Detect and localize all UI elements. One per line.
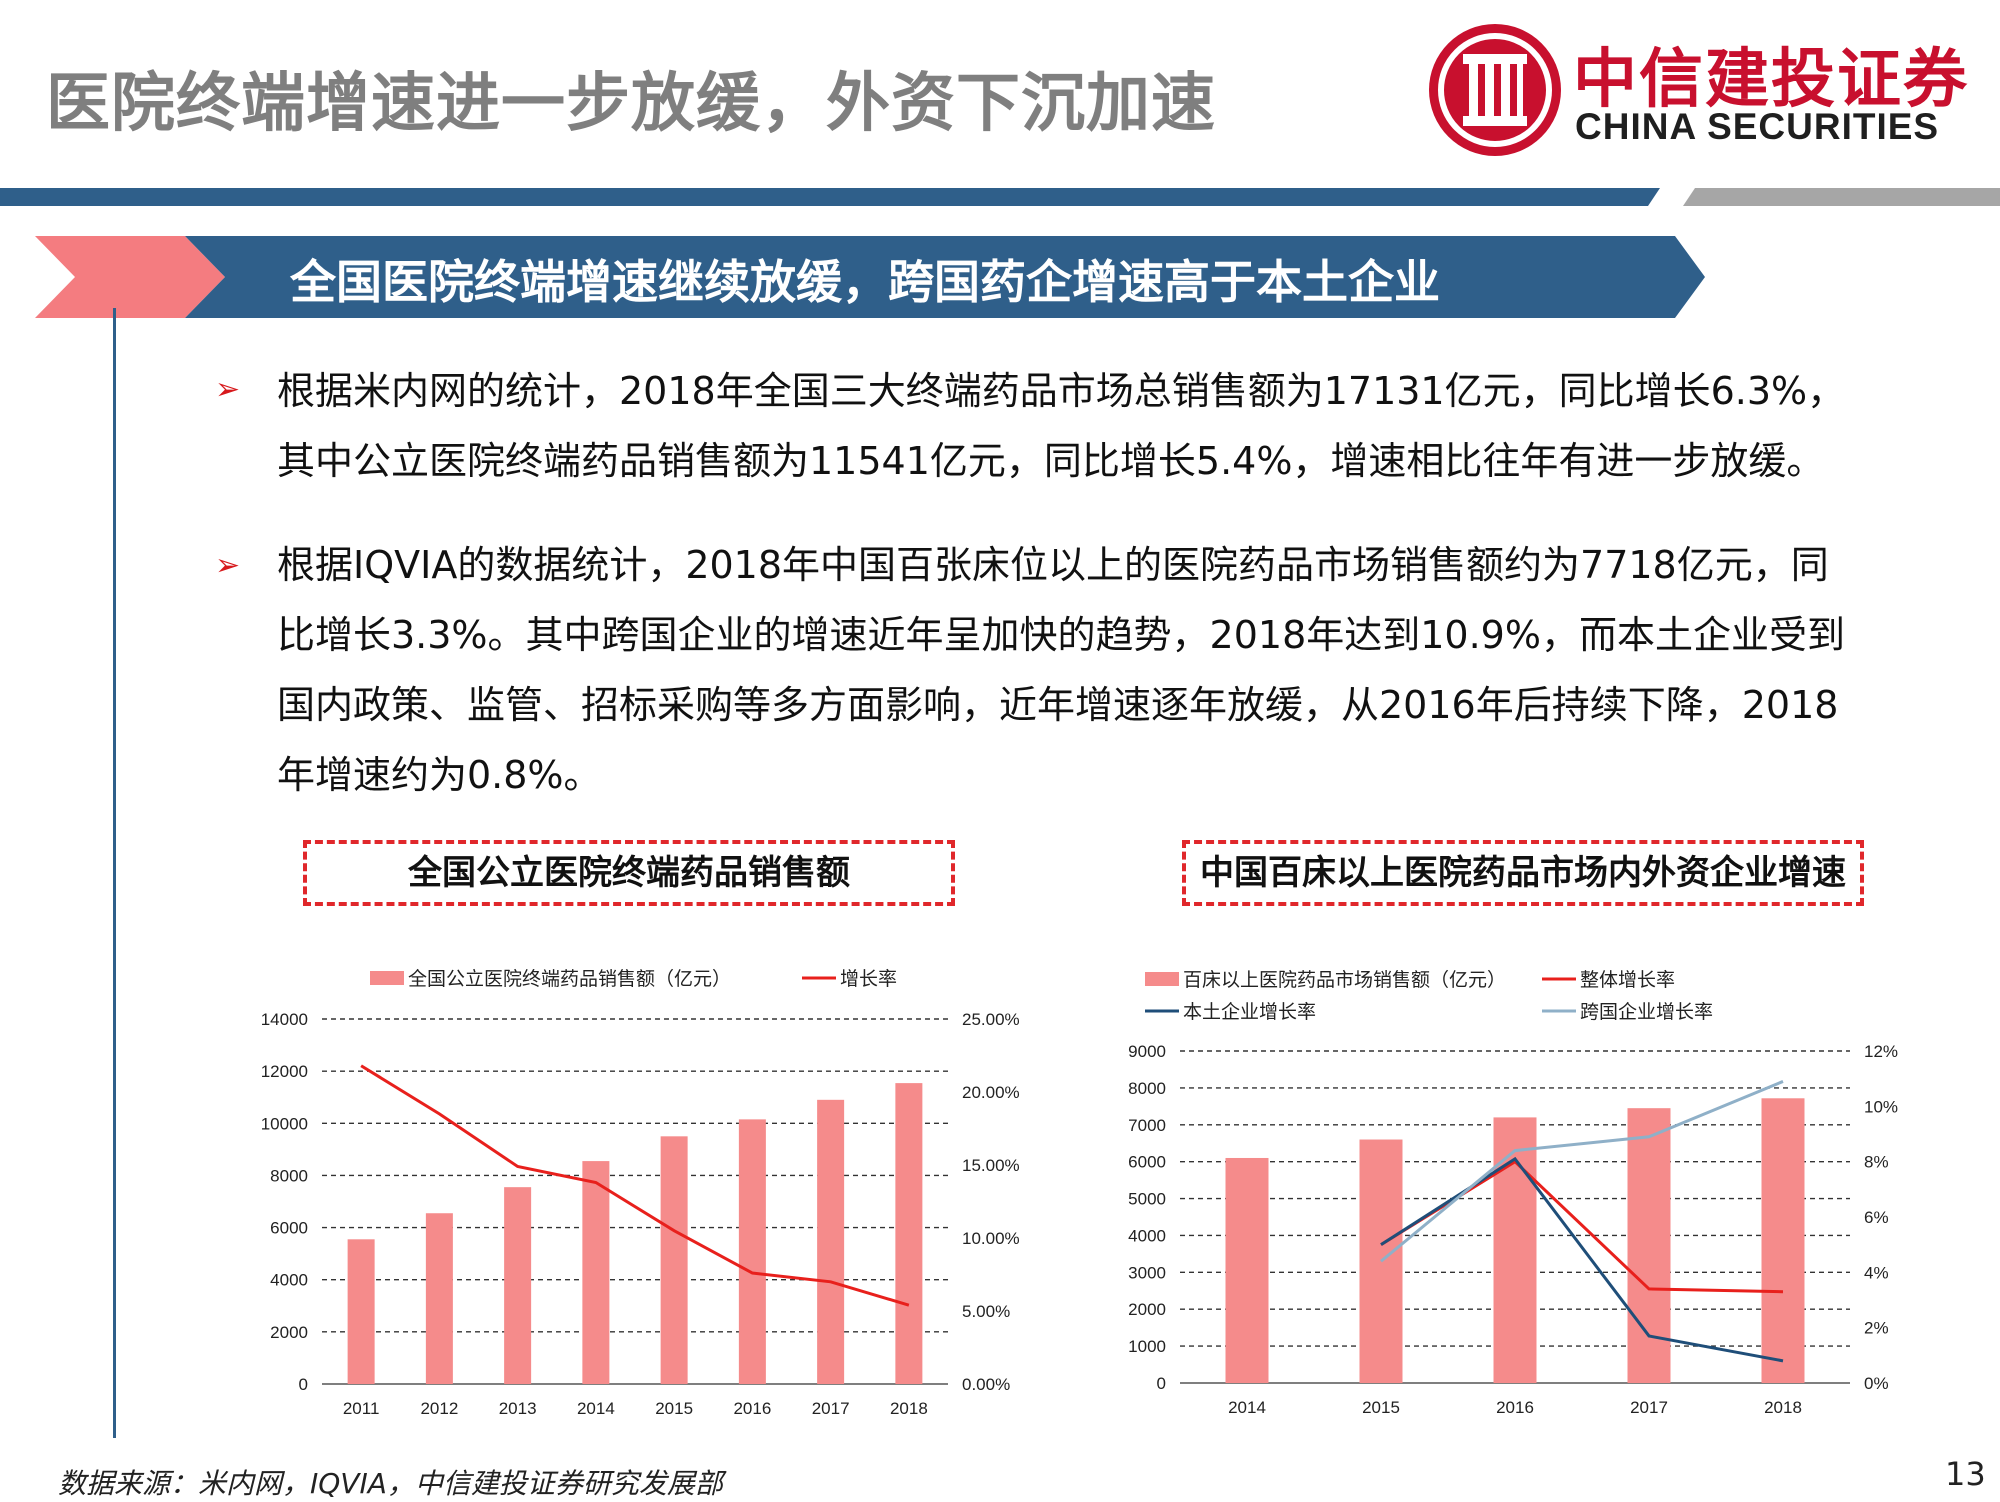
y-tick-label-right: 10.00% bbox=[962, 1229, 1020, 1248]
logo-chinese-name: 中信建投证券 bbox=[1573, 43, 1969, 117]
bar bbox=[347, 1239, 375, 1384]
bullet-paragraph: 根据米内网的统计，2018年全国三大终端药品市场总销售额为17131亿元，同比增… bbox=[277, 356, 1877, 496]
left-chart-title: 全国公立医院终端药品销售额 bbox=[303, 840, 955, 906]
paragraph-line: 其中公立医院终端药品销售额为11541亿元，同比增长5.4%，增速相比往年有进一… bbox=[277, 439, 1825, 483]
bullet-paragraph: 根据IQVIA的数据统计，2018年中国百张床位以上的医院药品市场销售额约为77… bbox=[277, 530, 1877, 810]
x-tick-label: 2011 bbox=[343, 1399, 380, 1418]
legend-label: 全国公立医院终端药品销售额（亿元） bbox=[408, 968, 731, 990]
y-tick-label-left: 2000 bbox=[1128, 1300, 1166, 1319]
left-sales-chart: 0 2000 4000 6000 8000 10000 12000 14000 0.00% 5.0… bbox=[261, 968, 1020, 1418]
x-tick-label: 2013 bbox=[499, 1399, 537, 1418]
y-tick-label-right: 4% bbox=[1864, 1263, 1889, 1282]
bar bbox=[895, 1083, 923, 1384]
bar bbox=[1627, 1108, 1671, 1383]
paragraph-line: 年增速约为0.8%。 bbox=[277, 753, 602, 797]
y-tick-label-left: 8000 bbox=[1128, 1079, 1166, 1098]
y-tick-label-left: 4000 bbox=[270, 1271, 308, 1290]
bar bbox=[738, 1119, 766, 1384]
y-tick-label-right: 0% bbox=[1864, 1374, 1889, 1393]
legend-label: 百床以上医院药品市场销售额（亿元） bbox=[1183, 969, 1506, 991]
y-tick-label-left: 7000 bbox=[1128, 1116, 1166, 1135]
y-tick-label-left: 1000 bbox=[1128, 1337, 1166, 1356]
legend-label: 跨国企业增长率 bbox=[1580, 1001, 1713, 1023]
series-line bbox=[1380, 1156, 1784, 1363]
left-accent-line bbox=[113, 308, 116, 1438]
y-tick-label-left: 6000 bbox=[1128, 1153, 1166, 1172]
y-tick-label-right: 20.00% bbox=[962, 1083, 1020, 1102]
paragraph-line: 根据米内网的统计，2018年全国三大终端药品市场总销售额为17131亿元，同比增… bbox=[277, 369, 1846, 413]
section-banner-text: 全国医院终端增速继续放缓，跨国药企增速高于本土企业 bbox=[290, 255, 1440, 309]
y-tick-label-left: 14000 bbox=[261, 1010, 308, 1029]
y-tick-label-right: 15.00% bbox=[962, 1156, 1020, 1175]
x-tick-label: 2015 bbox=[655, 1399, 693, 1418]
y-tick-label-right: 0.00% bbox=[962, 1375, 1010, 1394]
x-tick-label: 2014 bbox=[1228, 1398, 1266, 1417]
x-tick-label: 2017 bbox=[812, 1399, 850, 1418]
series-line bbox=[360, 1064, 910, 1307]
y-tick-label-right: 8% bbox=[1864, 1153, 1889, 1172]
right-chart-title: 中国百床以上医院药品市场内外资企业增速 bbox=[1182, 840, 1864, 906]
y-tick-label-left: 0 bbox=[1157, 1374, 1166, 1393]
logo-english-name: CHINA SECURITIES bbox=[1575, 106, 1940, 147]
right-growth-chart: 0 1000 2000 3000 4000 5000 6000 7000 8000 9000 0% 2… bbox=[1128, 969, 1898, 1417]
bullet-arrow-icon: ➢ bbox=[215, 548, 241, 583]
y-tick-label-left: 5000 bbox=[1128, 1190, 1166, 1209]
y-tick-label-right: 6% bbox=[1864, 1208, 1889, 1227]
y-tick-label-right: 10% bbox=[1864, 1097, 1898, 1116]
series-line bbox=[1380, 1080, 1784, 1263]
bar bbox=[504, 1187, 532, 1384]
y-tick-label-left: 2000 bbox=[270, 1323, 308, 1342]
legend-label: 整体增长率 bbox=[1580, 969, 1675, 991]
legend-label: 增长率 bbox=[840, 968, 897, 990]
bar bbox=[1225, 1157, 1269, 1383]
y-tick-label-left: 12000 bbox=[261, 1062, 308, 1081]
bar bbox=[425, 1213, 453, 1384]
x-tick-label: 2017 bbox=[1630, 1398, 1668, 1417]
y-tick-label-right: 2% bbox=[1864, 1319, 1889, 1338]
y-tick-label-right: 12% bbox=[1864, 1042, 1898, 1061]
y-tick-label-left: 0 bbox=[299, 1375, 308, 1394]
header-divider bbox=[0, 188, 2000, 206]
y-tick-label-left: 4000 bbox=[1128, 1226, 1166, 1245]
paragraph-line: 根据IQVIA的数据统计，2018年中国百张床位以上的医院药品市场销售额约为77… bbox=[277, 543, 1829, 587]
bar bbox=[660, 1136, 688, 1384]
page-number: 13 bbox=[1945, 1455, 1986, 1493]
x-tick-label: 2018 bbox=[1764, 1398, 1802, 1417]
y-tick-label-right: 5.00% bbox=[962, 1302, 1010, 1321]
bar bbox=[582, 1161, 610, 1384]
x-tick-label: 2016 bbox=[1496, 1398, 1534, 1417]
bullet-arrow-icon: ➢ bbox=[215, 372, 241, 407]
data-source-note: 数据来源：米内网，IQVIA，中信建投证券研究发展部 bbox=[58, 1467, 723, 1500]
y-tick-label-left: 6000 bbox=[270, 1219, 308, 1238]
x-tick-label: 2018 bbox=[890, 1399, 928, 1418]
y-tick-label-left: 8000 bbox=[270, 1166, 308, 1185]
y-tick-label-left: 9000 bbox=[1128, 1042, 1166, 1061]
y-tick-label-right: 25.00% bbox=[962, 1010, 1020, 1029]
legend-label: 本土企业增长率 bbox=[1183, 1001, 1316, 1023]
x-tick-label: 2012 bbox=[420, 1399, 458, 1418]
x-tick-label: 2015 bbox=[1362, 1398, 1400, 1417]
paragraph-line: 比增长3.3%。其中跨国企业的增速近年呈加快的趋势，2018年达到10.9%，而… bbox=[277, 613, 1845, 657]
y-tick-label-left: 10000 bbox=[261, 1114, 308, 1133]
page-title: 医院终端增速进一步放缓，外资下沉加速 bbox=[46, 67, 1216, 141]
paragraph-line: 国内政策、监管、招标采购等多方面影响，近年增速逐年放缓，从2016年后持续下降，… bbox=[277, 683, 1839, 727]
legend-swatch bbox=[1145, 972, 1179, 986]
company-logo: 中信建投证券 CHINA SECURITIES bbox=[1425, 20, 1970, 160]
citic-emblem-icon bbox=[1429, 24, 1561, 156]
bar bbox=[1761, 1098, 1805, 1383]
x-tick-label: 2014 bbox=[577, 1399, 615, 1418]
x-tick-label: 2016 bbox=[733, 1399, 771, 1418]
section-banner bbox=[35, 236, 1705, 318]
y-tick-label-left: 3000 bbox=[1128, 1263, 1166, 1282]
bar bbox=[817, 1099, 845, 1384]
legend-swatch bbox=[370, 971, 404, 985]
